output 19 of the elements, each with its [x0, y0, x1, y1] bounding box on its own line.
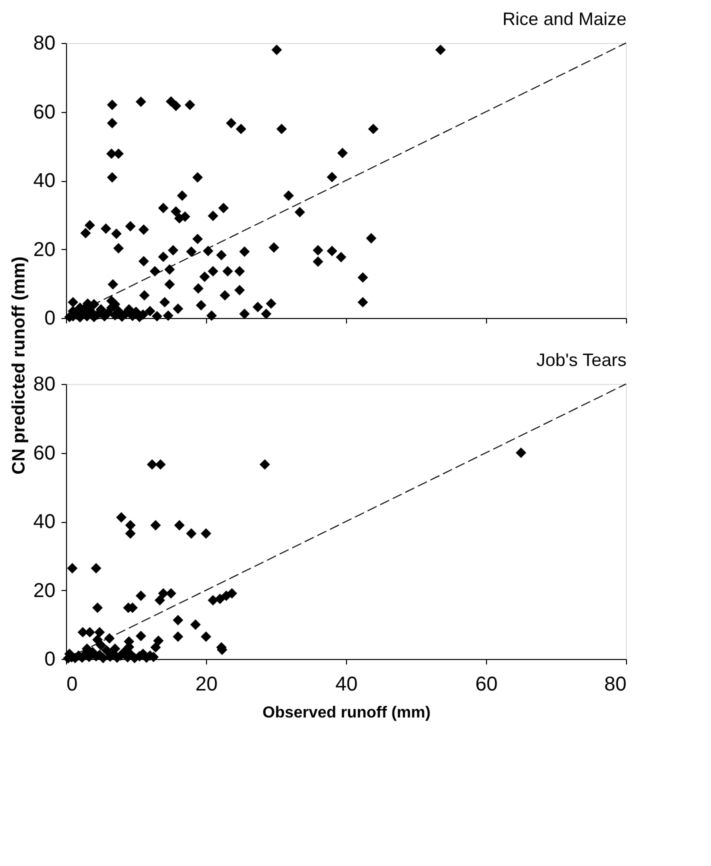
- chart-title: Rice and Maize: [502, 9, 626, 29]
- chart-title: Job's Tears: [536, 350, 626, 370]
- y-tick-label: 40: [33, 511, 56, 533]
- y-tick-label: 20: [33, 580, 56, 602]
- y-tick-label: 20: [33, 238, 56, 261]
- y-tick-label: 60: [33, 442, 56, 464]
- y-tick-label: 80: [33, 32, 56, 54]
- y-tick-label: 40: [33, 170, 56, 192]
- x-axis-title: Observed runoff (mm): [262, 704, 431, 722]
- x-tick-label: 80: [604, 674, 626, 696]
- x-tick-label: 60: [475, 674, 498, 696]
- x-tick-label: 20: [195, 674, 218, 696]
- y-tick-label: 60: [33, 101, 56, 124]
- y-axis-title: CN predicted runoff (mm): [8, 256, 28, 474]
- x-tick-label: 0: [66, 674, 78, 696]
- y-tick-label: 0: [44, 648, 56, 670]
- y-tick-label: 0: [44, 308, 56, 330]
- y-tick-label: 80: [33, 374, 56, 396]
- x-tick-label: 40: [335, 674, 358, 696]
